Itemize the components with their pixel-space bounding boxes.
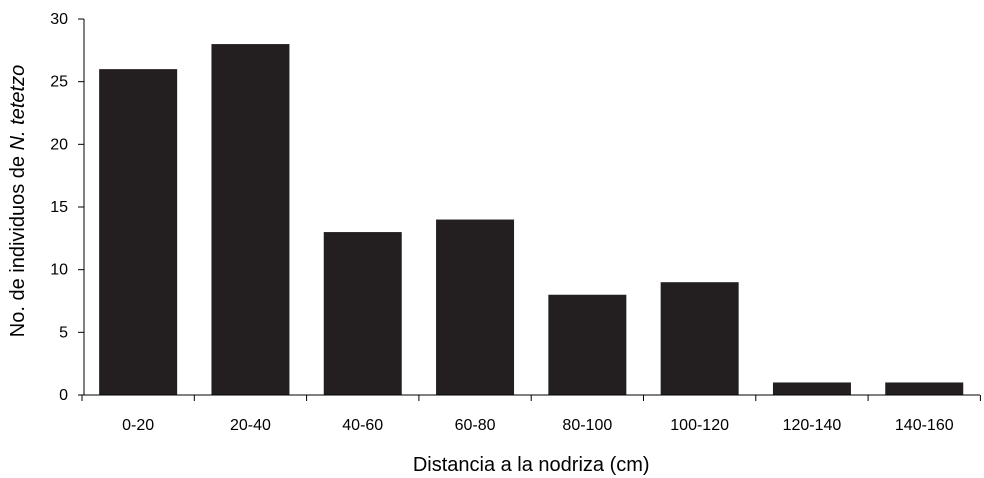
bar-100-120 (660, 282, 739, 395)
bar-60-80 (436, 219, 515, 395)
x-tick-label: 20-40 (230, 417, 271, 434)
x-tick-label: 40-60 (342, 417, 383, 434)
y-tick-label: 0 (59, 387, 68, 404)
x-axis-title: Distancia a la nodriza (cm) (413, 454, 650, 476)
bar-140-160 (885, 382, 964, 395)
y-tick-label: 15 (50, 199, 68, 216)
bar-0-20 (99, 69, 178, 395)
y-tick-label: 25 (50, 74, 68, 91)
x-tick-label: 80-100 (562, 417, 612, 434)
y-axis-title-species: N. tetetzo (7, 65, 29, 151)
y-axis-title: No. de individuos de N. tetetzo (7, 65, 29, 337)
bar-40-60 (323, 232, 402, 395)
bar-120-140 (772, 382, 851, 395)
bar-20-40 (211, 44, 290, 396)
y-axis-title-prefix: No. de individuos de (7, 150, 29, 337)
bars-group (99, 44, 964, 396)
bar-80-100 (548, 294, 627, 395)
x-tick-label: 60-80 (455, 417, 496, 434)
y-tick-label: 30 (50, 11, 68, 28)
x-tick-label: 140-160 (895, 417, 954, 434)
x-tick-label: 120-140 (783, 417, 842, 434)
y-tick-label: 20 (50, 136, 68, 153)
x-tick-label: 0-20 (122, 417, 154, 434)
y-tick-label: 5 (59, 324, 68, 341)
y-ticks-group: 0 5 10 15 20 25 30 (50, 11, 84, 404)
y-tick-label: 10 (50, 262, 68, 279)
x-ticks-group: 0-20 20-40 40-60 60-80 80-100 100-120 120-140 1… (81, 395, 981, 434)
x-tick-label: 100-120 (670, 417, 729, 434)
